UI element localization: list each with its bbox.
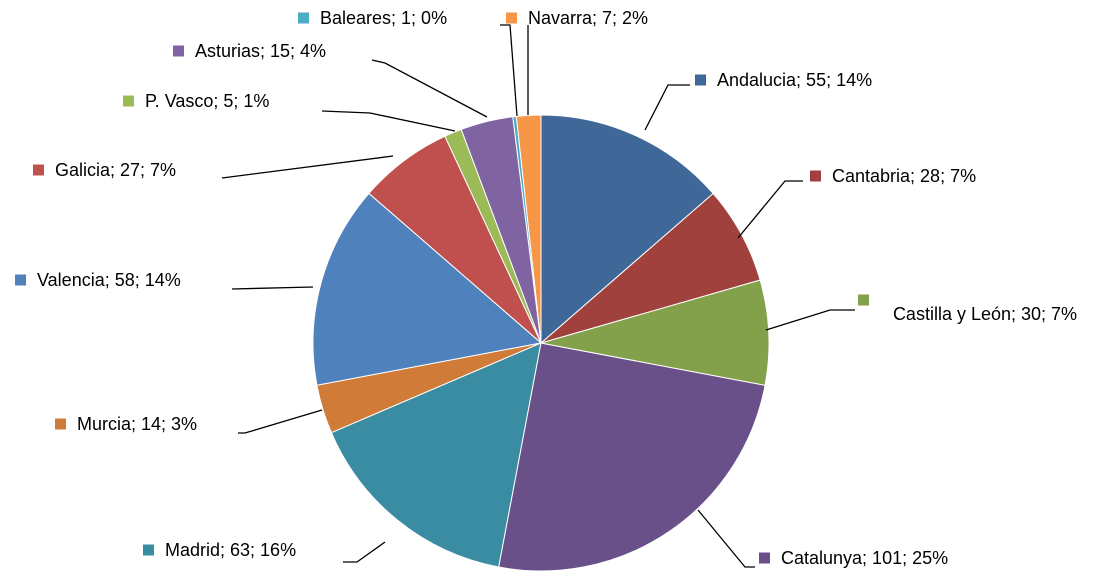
- data-label: Murcia; 14; 3%: [77, 414, 198, 434]
- legend-key: [143, 544, 154, 556]
- data-label: Navarra; 7; 2%: [528, 8, 649, 28]
- leader-lines: [221, 24, 855, 568]
- legend-key: [810, 170, 821, 182]
- slice: [312, 192, 543, 386]
- leader-line: [221, 155, 394, 179]
- data-label: Catalunya; 101; 25%: [781, 548, 949, 568]
- legend-key: [173, 45, 184, 57]
- data-label: Cantabria; 28; 7%: [832, 166, 977, 186]
- data-label: Andalucia; 55; 14%: [717, 70, 873, 90]
- legend-key: [759, 552, 770, 564]
- leader-line: [697, 509, 755, 568]
- leader-line: [321, 110, 456, 132]
- legend-key: [15, 274, 26, 286]
- slice: [540, 114, 714, 345]
- data-label: Madrid; 63; 16%: [165, 540, 297, 560]
- data-label: Asturias; 15; 4%: [195, 41, 327, 61]
- slice: [330, 342, 542, 568]
- slice: [498, 342, 766, 572]
- leader-line: [500, 24, 518, 117]
- leader-line: [737, 180, 803, 239]
- legend-key: [298, 12, 309, 24]
- data-label: Castilla y León; 30; 7%: [892, 304, 1078, 324]
- leader-line: [765, 309, 855, 331]
- legend-key: [55, 418, 66, 430]
- leader-line: [371, 59, 488, 118]
- leader-line: [238, 409, 323, 434]
- leader-line: [343, 541, 386, 563]
- data-label: Valencia; 58; 14%: [37, 270, 181, 290]
- data-label: Baleares; 1; 0%: [320, 8, 448, 28]
- legend-key: [858, 294, 869, 306]
- legend-key: [695, 74, 706, 86]
- data-label: Galicia; 27; 7%: [55, 160, 177, 180]
- legend-key: [506, 12, 517, 24]
- leader-line: [231, 286, 314, 290]
- data-label: P. Vasco; 5; 1%: [145, 91, 270, 111]
- legend-key: [33, 164, 44, 176]
- legend-key: [123, 95, 134, 107]
- slice: [540, 279, 770, 386]
- leader-line: [644, 84, 690, 131]
